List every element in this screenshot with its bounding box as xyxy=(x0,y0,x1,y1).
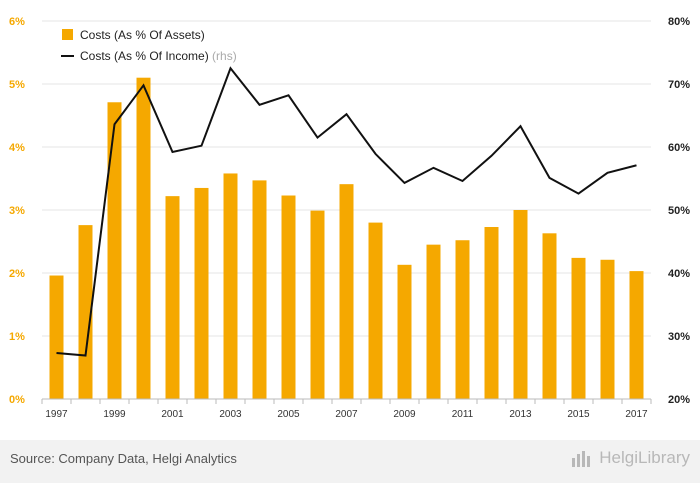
bar xyxy=(136,77,151,399)
x-tick-label: 2011 xyxy=(452,409,474,420)
x-tick-label: 1999 xyxy=(103,409,126,420)
y-left-tick-label: 3% xyxy=(9,205,25,217)
y-right-tick-label: 60% xyxy=(668,142,690,154)
bar xyxy=(281,195,296,399)
helgi-library-logo: HelgiLibrary xyxy=(571,448,690,468)
x-tick-label: 2005 xyxy=(277,409,300,420)
bar xyxy=(542,233,557,399)
legend-label-line-note: (rhs) xyxy=(212,49,237,63)
y-right-tick-label: 80% xyxy=(668,16,690,28)
x-tick-label: 2003 xyxy=(219,409,242,420)
logo-text-library: Library xyxy=(638,448,690,467)
bar xyxy=(310,210,325,399)
legend-label-line-name: Costs (As % Of Income) xyxy=(80,49,209,63)
bar xyxy=(397,264,412,399)
combo-chart: 0% 1% 2% 3% 4% 5% 6% 20% 30% 40% 50% 60% 70% 80% 199… xyxy=(9,16,690,420)
x-tick-labels: 1997 1999 2001 2003 2005 2007 2009 2011 2013 2015… xyxy=(45,409,648,420)
bar xyxy=(107,102,122,400)
y-right-tick-label: 30% xyxy=(668,331,690,343)
bar-chart-icon xyxy=(572,451,591,467)
y-left-tick-label: 0% xyxy=(9,394,25,406)
bar xyxy=(484,227,499,399)
y-right-tick-label: 50% xyxy=(668,205,690,217)
y-left-tick-label: 6% xyxy=(9,16,25,28)
bar xyxy=(629,271,644,399)
bar xyxy=(426,244,441,399)
bar xyxy=(600,259,615,399)
bar xyxy=(223,173,238,399)
y-axis-left: 0% 1% 2% 3% 4% 5% 6% xyxy=(9,16,25,406)
footer: Source: Company Data, Helgi Analytics He… xyxy=(0,440,700,483)
x-tick-label: 2017 xyxy=(625,409,648,420)
bar-series xyxy=(49,77,644,400)
bar xyxy=(165,196,180,399)
bar xyxy=(455,240,470,399)
legend: Costs (As % Of Assets) Costs (As % Of In… xyxy=(61,28,237,63)
y-right-tick-label: 70% xyxy=(668,79,690,91)
line-series xyxy=(56,66,637,357)
logo-text-helgi: Helgi xyxy=(599,448,639,467)
x-tick-label: 2009 xyxy=(393,409,416,420)
y-axis-right: 20% 30% 40% 50% 60% 70% 80% xyxy=(668,16,690,406)
x-tick-label: 1997 xyxy=(45,409,68,420)
x-tick-label: 2007 xyxy=(335,409,358,420)
y-right-tick-label: 20% xyxy=(668,394,690,406)
y-right-tick-label: 40% xyxy=(668,268,690,280)
bar xyxy=(368,222,383,399)
bar xyxy=(339,184,354,399)
bar xyxy=(571,257,586,399)
bar xyxy=(252,180,267,399)
x-tick-label: 2013 xyxy=(509,409,532,420)
y-left-tick-label: 1% xyxy=(9,331,25,343)
legend-label-bar: Costs (As % Of Assets) xyxy=(80,28,205,42)
y-left-tick-label: 5% xyxy=(9,79,25,91)
y-left-tick-label: 2% xyxy=(9,268,25,280)
bar xyxy=(194,187,209,399)
legend-swatch-bar xyxy=(62,29,73,40)
bar xyxy=(49,275,64,399)
x-axis xyxy=(41,398,652,404)
source-text: Source: Company Data, Helgi Analytics xyxy=(10,451,237,466)
x-tick-label: 2015 xyxy=(567,409,590,420)
legend-label-line: Costs (As % Of Income) (rhs) xyxy=(80,49,237,63)
x-tick-label: 2001 xyxy=(161,409,184,420)
bar xyxy=(513,210,528,399)
y-left-tick-label: 4% xyxy=(9,142,25,154)
